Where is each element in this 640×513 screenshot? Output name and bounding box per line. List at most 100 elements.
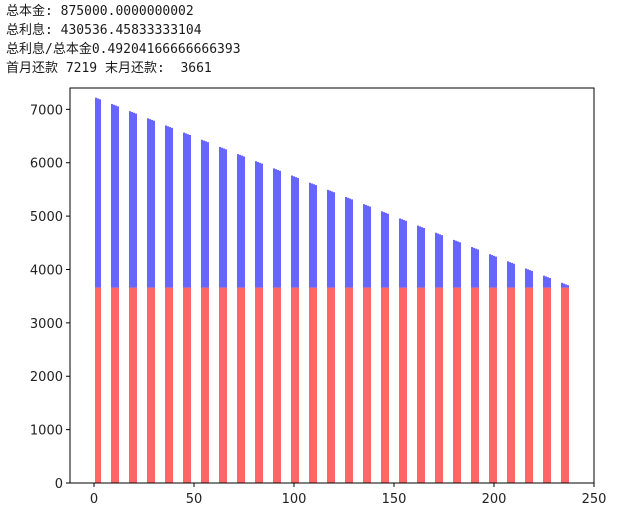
interest-bar [423, 227, 425, 288]
interest-bar [239, 154, 241, 288]
principal-bar [171, 287, 173, 483]
principal-bar [115, 287, 117, 483]
interest-bar [385, 212, 387, 288]
interest-bar [489, 254, 491, 288]
interest-bar [493, 255, 495, 288]
interest-bar [471, 247, 473, 288]
interest-bar [437, 233, 439, 288]
principal-bar [189, 287, 191, 483]
principal-bar [417, 287, 419, 483]
interest-bar [383, 212, 385, 288]
interest-bar [135, 113, 137, 288]
principal-bar [129, 287, 131, 483]
interest-bar [527, 269, 529, 288]
interest-bar [457, 241, 459, 288]
interest-bar [255, 161, 257, 288]
interest-bar [349, 198, 351, 288]
principal-bar [151, 287, 153, 483]
principal-bar [207, 287, 209, 483]
principal-bar [511, 287, 513, 483]
principal-bar [329, 287, 331, 483]
interest-bar [165, 125, 167, 288]
interest-bar [531, 270, 533, 288]
interest-bar [297, 177, 299, 288]
principal-bar [295, 287, 297, 483]
interest-bar [399, 218, 401, 288]
interest-bar [295, 177, 297, 288]
principal-bar [147, 287, 149, 483]
principal-bar [455, 287, 457, 483]
interest-bar [495, 256, 497, 288]
interest-bar [529, 270, 531, 288]
interest-bar [133, 112, 135, 288]
summary-text: 总本金: 875000.0000000002 总利息: 430536.45833… [6, 2, 241, 78]
interest-bar [567, 285, 569, 288]
interest-bar [549, 278, 551, 288]
principal-bar [419, 287, 421, 483]
interest-bar [205, 141, 207, 288]
x-tick-label: 150 [382, 492, 407, 507]
principal-bar [261, 287, 263, 483]
interest-bar [115, 105, 117, 288]
interest-bar [525, 268, 527, 288]
principal-bar [165, 287, 167, 483]
principal-bar [527, 287, 529, 483]
interest-bar [221, 147, 223, 288]
principal-bar [387, 287, 389, 483]
interest-bar [275, 169, 277, 288]
interest-bar [439, 234, 441, 288]
interest-bar [459, 242, 461, 288]
principal-bar [237, 287, 239, 483]
y-tick-label: 6000 [30, 157, 63, 172]
principal-bar [473, 287, 475, 483]
principal-bar [531, 287, 533, 483]
interest-bar [237, 154, 239, 288]
principal-bar [95, 287, 97, 483]
principal-bar [133, 287, 135, 483]
principal-bar [257, 287, 259, 483]
principal-bar [441, 287, 443, 483]
principal-bar [273, 287, 275, 483]
interest-bar [259, 162, 261, 288]
interest-bar [203, 140, 205, 288]
principal-bar [381, 287, 383, 483]
principal-bar [347, 287, 349, 483]
principal-bar [223, 287, 225, 483]
principal-bar [201, 287, 203, 483]
principal-bar [475, 287, 477, 483]
x-tick-label: 0 [90, 492, 98, 507]
interest-bar [111, 104, 113, 288]
principal-bar [203, 287, 205, 483]
principal-bar [349, 287, 351, 483]
principal-bar [131, 287, 133, 483]
principal-bar [113, 287, 115, 483]
interest-bar [545, 276, 547, 288]
interest-bar [207, 142, 209, 288]
interest-bar [365, 204, 367, 288]
interest-bar [187, 134, 189, 288]
principal-bar [495, 287, 497, 483]
principal-bar [241, 287, 243, 483]
interest-bar [117, 106, 119, 288]
principal-bar [149, 287, 151, 483]
principal-bar [459, 287, 461, 483]
interest-bar [401, 219, 403, 288]
total-principal-text: 总本金: 875000.0000000002 [6, 4, 194, 19]
interest-bar [313, 184, 315, 288]
interest-bar [99, 99, 101, 288]
interest-bar [363, 204, 365, 288]
principal-bar [403, 287, 405, 483]
principal-bar [351, 287, 353, 483]
principal-bar [99, 287, 101, 483]
interest-bar [455, 240, 457, 288]
principal-bar [513, 287, 515, 483]
interest-bar [309, 182, 311, 288]
principal-bar [117, 287, 119, 483]
interest-bar [381, 211, 383, 288]
interest-bar [311, 183, 313, 288]
interest-bar [441, 235, 443, 288]
interest-bar [327, 189, 329, 288]
principal-bar [221, 287, 223, 483]
interest-bar [291, 175, 293, 288]
x-tick-label: 100 [282, 492, 307, 507]
